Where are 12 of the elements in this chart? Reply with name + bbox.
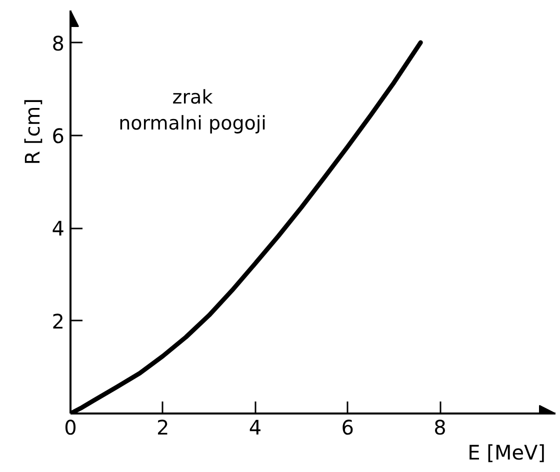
x-axis-title: E [MeV] (468, 440, 546, 464)
x-tick-label: 2 (156, 416, 170, 440)
y-tick-label: 4 (52, 216, 65, 241)
y-axis-title: R [cm] (20, 98, 44, 165)
x-tick-label: 8 (434, 416, 446, 440)
x-tick-label: 4 (248, 416, 262, 440)
annotation: zrak normalni pogoji (118, 86, 266, 135)
x-tick-label: 6 (341, 416, 354, 440)
y-tick-label: 8 (52, 31, 65, 56)
y-tick-label: 2 (52, 309, 65, 334)
x-tick-label: 0 (64, 416, 77, 440)
y-tick-label: 6 (52, 124, 65, 148)
